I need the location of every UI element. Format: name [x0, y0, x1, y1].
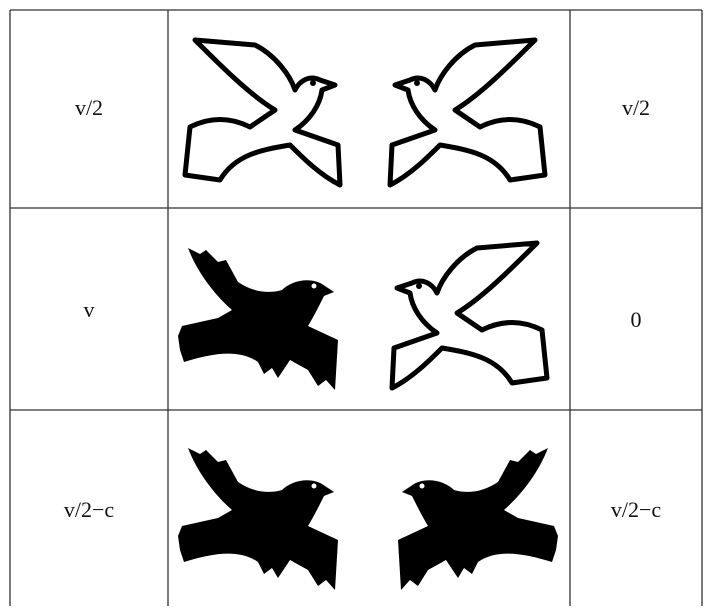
payoff-left: v/2 — [75, 95, 103, 120]
payoff-right: 0 — [631, 307, 642, 332]
dove-icon — [390, 40, 545, 185]
hawk-icon — [178, 248, 338, 390]
dove-icon — [185, 40, 340, 185]
hawk-icon — [398, 448, 558, 590]
payoff-right: v/2−c — [611, 497, 662, 522]
payoff-right: v/2 — [622, 95, 650, 120]
payoff-left: v/2−c — [64, 497, 115, 522]
payoff-left: v — [84, 297, 95, 322]
hawk-icon — [178, 448, 338, 590]
dove-icon — [392, 243, 547, 388]
